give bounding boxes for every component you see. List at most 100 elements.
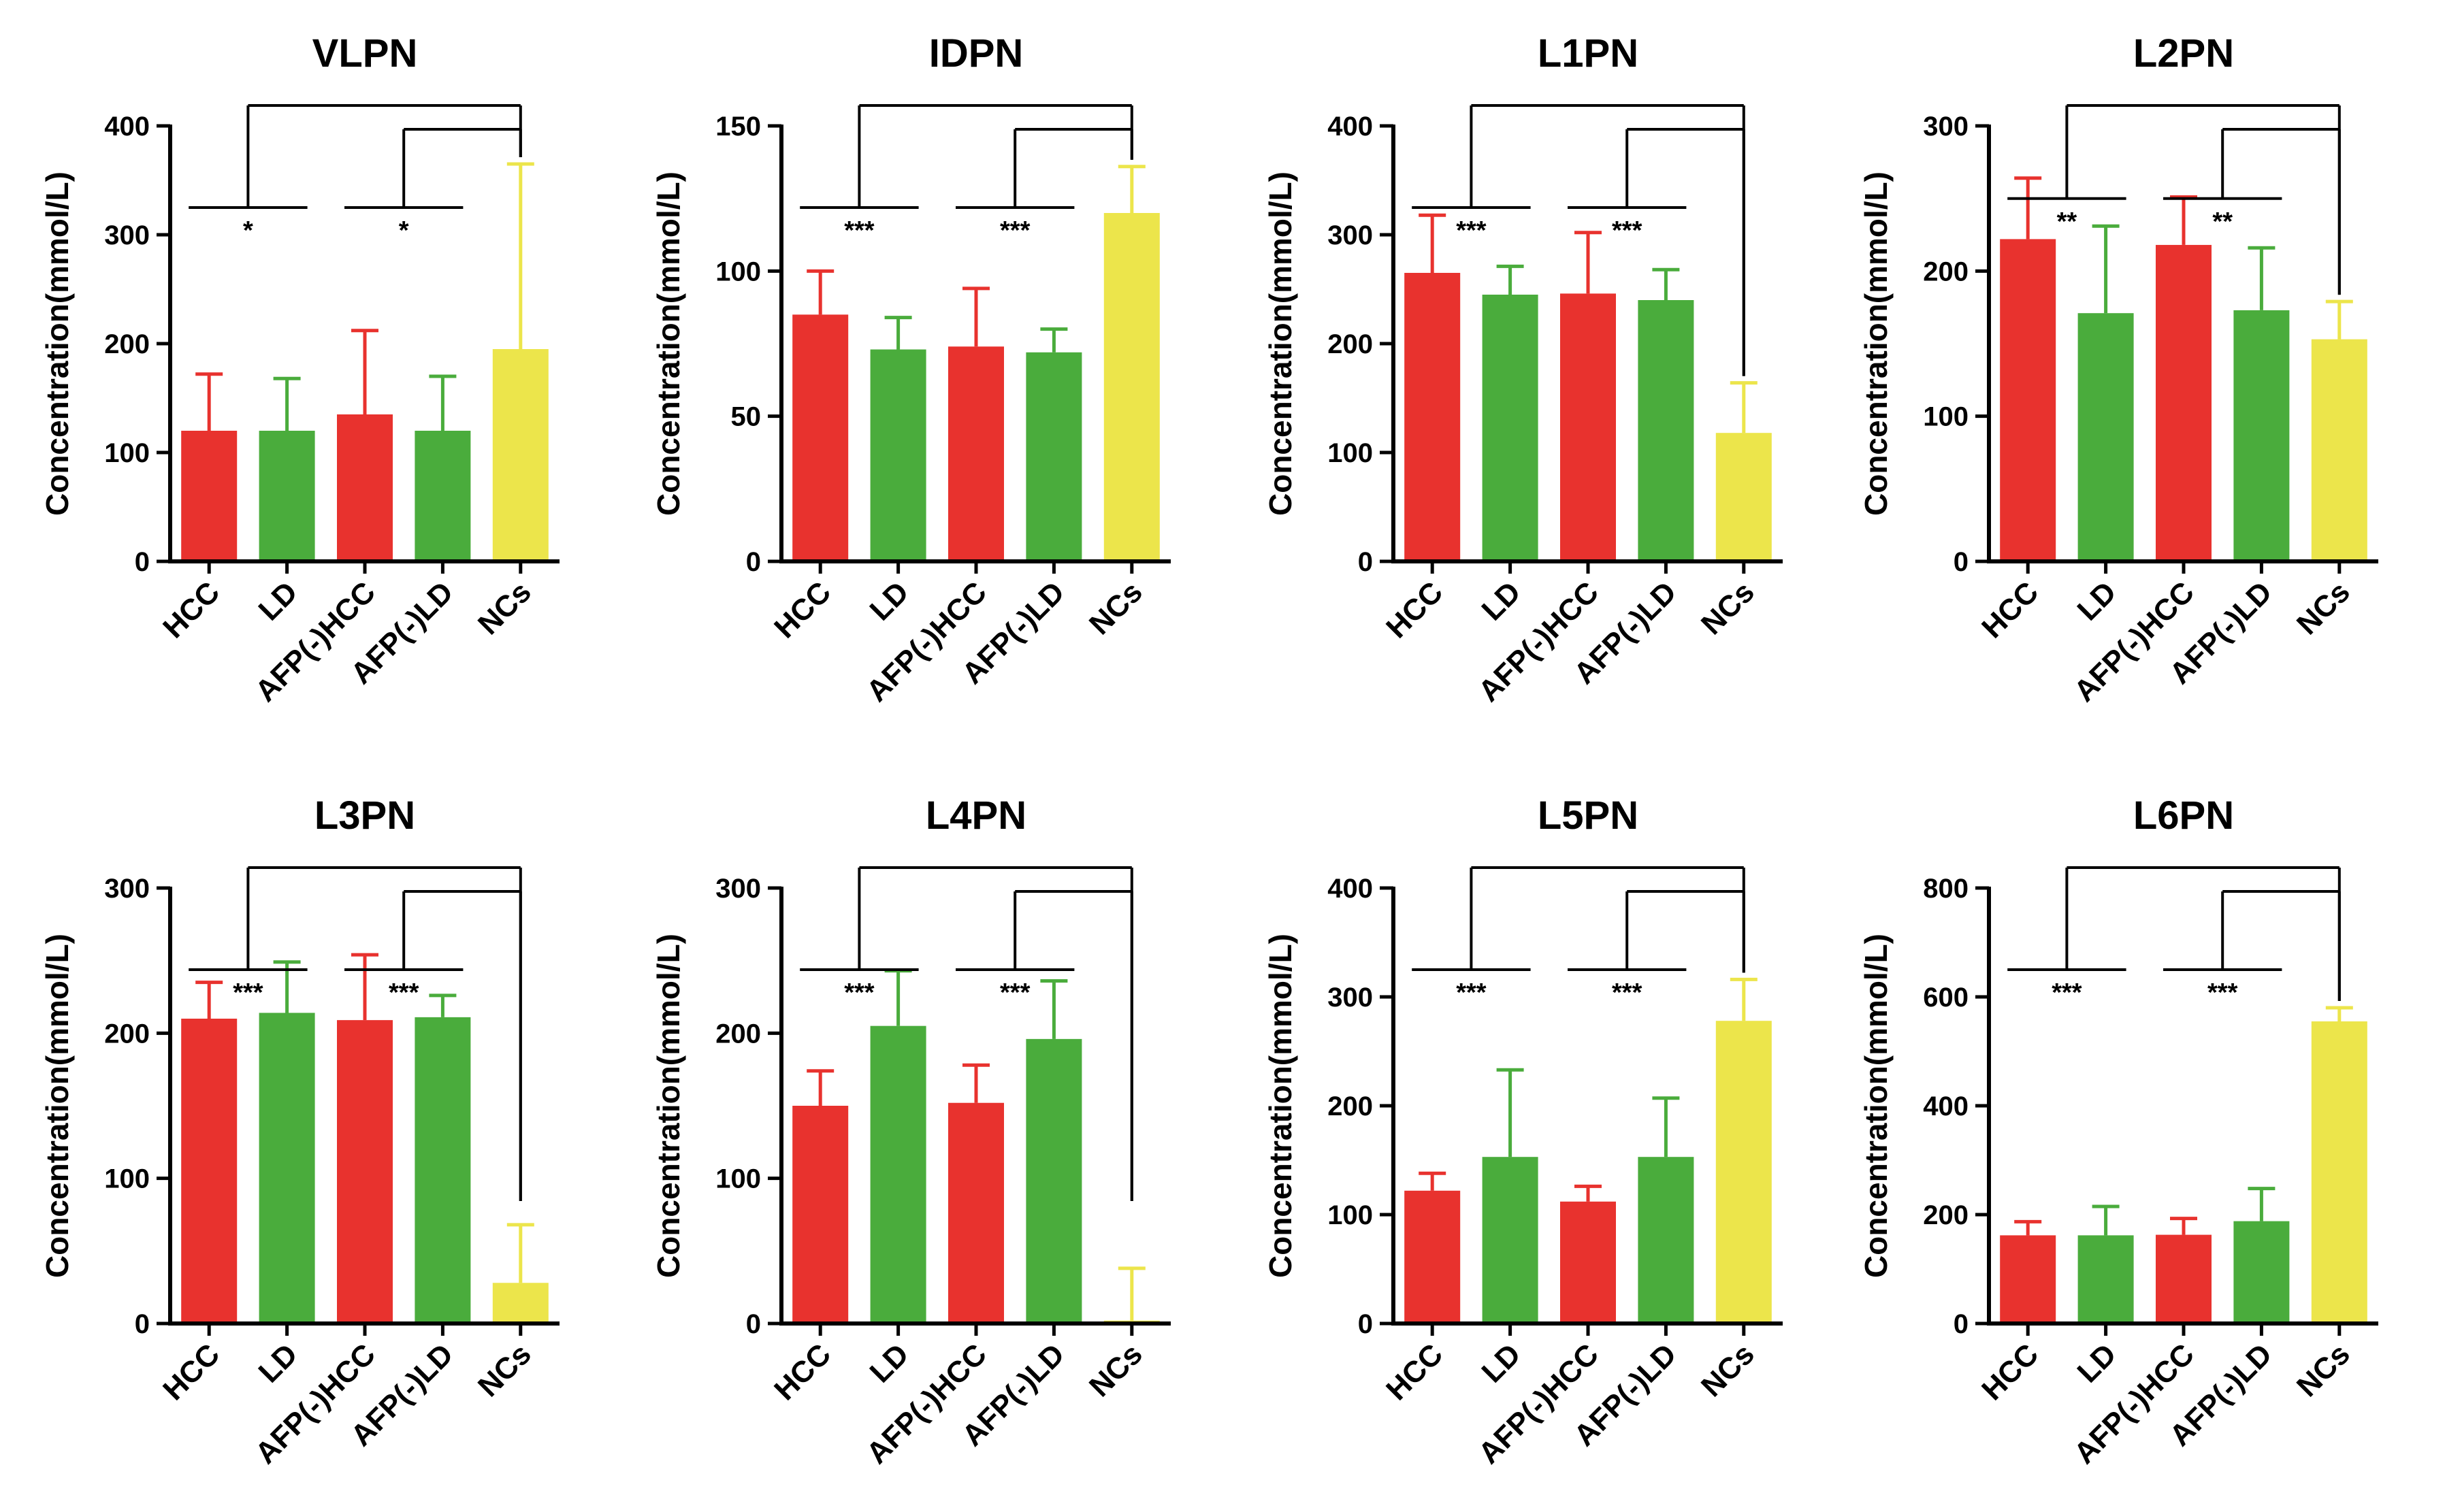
x-tick-label: HCC	[1380, 575, 1449, 644]
y-tick-label: 0	[135, 1309, 150, 1339]
y-axis-label: Concentration(mmol/L)	[1858, 934, 1894, 1278]
x-tick-label: HCC	[157, 1337, 226, 1407]
bar	[2000, 239, 2056, 561]
bar	[792, 314, 849, 561]
bar	[870, 1025, 926, 1324]
x-tick-label: LD	[864, 1337, 916, 1389]
bar	[1560, 1201, 1616, 1324]
panel-l2pn: L2PN Concentration(mmol/L) 0 100 200 300 HCC LD…	[1858, 31, 2378, 708]
x-tick-label: LD	[2071, 575, 2123, 627]
y-tick-label: 400	[104, 112, 150, 142]
y-axis-label: Concentration(mmol/L)	[39, 934, 75, 1278]
significance-label: ***	[844, 216, 875, 245]
bar	[2156, 1234, 2212, 1324]
y-tick-label: 100	[1923, 402, 1969, 432]
bar	[337, 1020, 393, 1324]
bar	[2077, 313, 2134, 561]
bar	[2077, 1235, 2134, 1324]
x-tick-label: NCs	[2290, 1337, 2357, 1403]
y-tick-label: 50	[731, 402, 762, 432]
y-tick-label: 600	[1923, 983, 1969, 1013]
x-tick-label: NCs	[472, 1337, 538, 1403]
bar	[492, 1283, 549, 1324]
y-tick-label: 300	[1327, 983, 1373, 1013]
y-tick-label: 300	[715, 874, 761, 904]
x-tick-label: LD	[253, 575, 304, 627]
bar	[415, 1017, 471, 1324]
chart-title: L5PN	[1538, 793, 1638, 838]
x-tick-label: NCs	[472, 575, 538, 641]
y-tick-label: 0	[746, 547, 761, 577]
significance-label: ***	[2207, 979, 2238, 1007]
bar	[1560, 293, 1616, 561]
x-tick-label: NCs	[1695, 1337, 1761, 1403]
x-tick-label: LD	[2071, 1337, 2123, 1389]
y-axis-label: Concentration(mmol/L)	[1263, 171, 1298, 516]
y-tick-label: 200	[1327, 1091, 1373, 1121]
x-tick-label: HCC	[1380, 1337, 1449, 1407]
y-tick-label: 200	[104, 1019, 150, 1049]
x-tick-label: HCC	[157, 575, 226, 644]
significance-label: ***	[1000, 979, 1031, 1007]
x-tick-label: NCs	[1695, 575, 1761, 641]
bar	[948, 346, 1004, 561]
significance-label: **	[2057, 208, 2077, 236]
y-tick-label: 400	[1327, 112, 1373, 142]
y-tick-label: 400	[1923, 1091, 1969, 1121]
bar	[2311, 339, 2367, 561]
bar	[1404, 273, 1461, 561]
bar	[1103, 213, 1160, 561]
y-tick-label: 0	[1954, 547, 1969, 577]
y-tick-label: 100	[715, 1164, 761, 1194]
bar	[181, 1019, 238, 1324]
x-tick-label: NCs	[1083, 575, 1149, 641]
significance-label: *	[399, 216, 409, 245]
bar	[181, 431, 238, 561]
chart-title: L3PN	[314, 793, 415, 838]
x-tick-label: HCC	[1975, 575, 2045, 644]
x-tick-label: HCC	[768, 575, 837, 644]
y-tick-label: 0	[746, 1309, 761, 1339]
bar	[870, 349, 926, 561]
bar	[1638, 300, 1694, 561]
bar	[2000, 1235, 2056, 1324]
x-tick-label: NCs	[2290, 575, 2357, 641]
panel-l6pn: L6PN Concentration(mmol/L) 0 200 400 600 800 HC…	[1858, 793, 2378, 1470]
y-tick-label: 300	[104, 874, 150, 904]
y-tick-label: 200	[1327, 329, 1373, 359]
y-axis-label: Concentration(mmol/L)	[1263, 934, 1298, 1278]
panel-l3pn: L3PN Concentration(mmol/L) 0 100 200 300 HCC LD…	[39, 793, 560, 1470]
y-axis-label: Concentration(mmol/L)	[651, 171, 686, 516]
y-tick-label: 200	[1923, 1200, 1969, 1230]
significance-label: ***	[2052, 979, 2082, 1007]
significance-label: ***	[233, 979, 263, 1007]
bar	[1404, 1190, 1461, 1324]
bar	[1026, 1038, 1082, 1324]
y-tick-label: 150	[715, 112, 761, 142]
bar	[1715, 433, 1772, 561]
y-tick-label: 200	[715, 1019, 761, 1049]
y-axis-label: Concentration(mmol/L)	[39, 171, 75, 516]
bar	[2311, 1021, 2367, 1324]
x-tick-label: NCs	[1083, 1337, 1149, 1403]
chart-title: VLPN	[312, 31, 418, 76]
chart-title: L4PN	[926, 793, 1026, 838]
bar	[259, 1013, 315, 1324]
y-tick-label: 300	[104, 220, 150, 250]
bar	[792, 1106, 849, 1324]
y-tick-label: 0	[1954, 1309, 1969, 1339]
significance-label: ***	[389, 979, 419, 1007]
y-tick-label: 100	[715, 257, 761, 286]
bar	[2233, 310, 2290, 561]
y-tick-label: 200	[1923, 257, 1969, 286]
bar	[1026, 352, 1082, 561]
chart-title: L1PN	[1538, 31, 1638, 76]
bar	[2156, 244, 2212, 561]
x-tick-label: HCC	[768, 1337, 837, 1407]
panel-vlpn: VLPN Concentration(mmol/L) 0 100 200 300 400 HC…	[39, 31, 560, 708]
bar	[1715, 1021, 1772, 1324]
y-tick-label: 800	[1923, 874, 1969, 904]
y-tick-label: 400	[1327, 874, 1373, 904]
